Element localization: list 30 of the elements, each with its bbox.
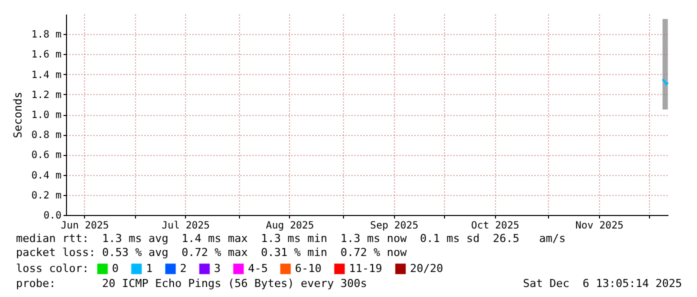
legend-label: 1 (146, 262, 153, 275)
y-tick-label: 0.2 m (31, 190, 62, 202)
legend-label: 3 (214, 262, 221, 275)
x-tick-label: Jun 2025 (60, 220, 109, 232)
legend-label: 2 (180, 262, 187, 275)
x-tick-label: Oct 2025 (471, 220, 520, 232)
y-tick-label: 0.6 m (31, 150, 62, 162)
y-tick-label: 1.4 m (31, 70, 62, 81)
legend-label: 11-19 (349, 262, 382, 275)
legend-label: 6-10 (295, 262, 322, 275)
x-tick-label: Aug 2025 (266, 220, 314, 232)
y-tick-label: 1.2 m (31, 90, 62, 101)
legend-label: 20/20 (410, 262, 444, 275)
text: packet loss: 0.53 % avg 0.72 % max 0.31 % min 0.72 % now (16, 246, 407, 259)
y-tick-label: 0.8 m (31, 130, 62, 142)
legend-label: 0 (112, 262, 119, 275)
y-tick-label: 1.8 m (31, 30, 62, 41)
x-tick-label: Jul 2025 (162, 220, 210, 232)
text: median rtt: 1.3 ms avg 1.4 ms max 1.3 ms min 1.3 ms now 0.1 ms sd 26.5 am/s (16, 232, 566, 245)
y-tick-label: 1.6 m (31, 50, 62, 61)
text: Sat Dec 6 13:05:14 2025 (523, 277, 682, 290)
x-tick-label: Nov 2025 (575, 220, 624, 232)
x-tick-label: Sep 2025 (370, 220, 418, 232)
legend-label: 4-5 (248, 262, 268, 275)
text: probe: 20 ICMP Echo Pings (56 Bytes) every 300s (16, 277, 367, 290)
y-tick-label: 0.4 m (31, 170, 62, 182)
y-axis-title: Seconds (11, 92, 24, 138)
y-tick-label: 0.0 (43, 210, 62, 222)
legend-title: loss color: (16, 262, 89, 275)
y-tick-label: 1.0 m (31, 110, 62, 121)
